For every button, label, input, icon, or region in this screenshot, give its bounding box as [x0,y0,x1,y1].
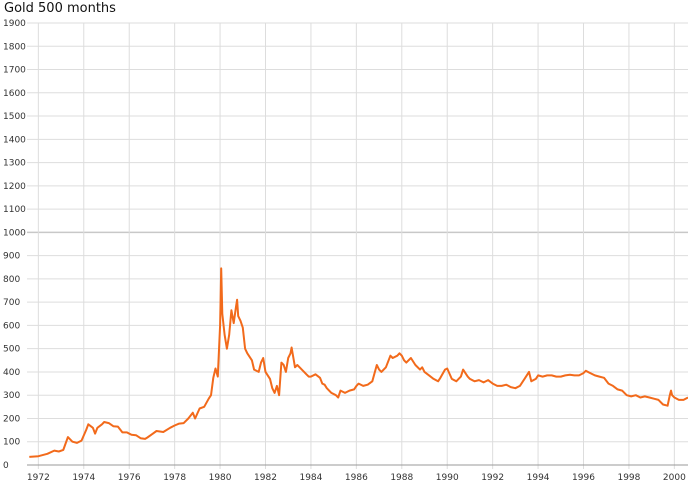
x-tick-label: 2000 [663,473,686,483]
x-tick-label: 1978 [163,473,186,483]
y-tick-label: 1700 [3,66,26,76]
x-tick-label: 1986 [345,473,368,483]
y-tick-label: 1000 [3,228,26,238]
y-tick-label: 1200 [3,182,26,192]
y-tick-label: 600 [3,321,20,331]
y-tick-label: 200 [3,414,20,424]
y-tick-label: 500 [3,345,20,355]
y-tick-label: 100 [3,438,20,448]
grid-lines [27,22,688,469]
y-tick-label: 1100 [3,205,26,215]
y-tick-label: 1900 [3,19,26,29]
y-tick-label: 1800 [3,42,26,52]
x-tick-label: 1990 [436,473,459,483]
y-axis-ticks: 0 100 200 300 400 500 600 700 800 900 1000 1100 1200… [3,19,26,471]
y-tick-label: 1600 [3,89,26,99]
x-axis-ticks: 1972 1974 1976 1978 1980 1982 1984 1986 1988 1990… [27,473,686,483]
chart-title: Gold 500 months [4,1,116,16]
x-tick-label: 1982 [254,473,277,483]
x-tick-label: 1976 [118,473,141,483]
x-tick-label: 1996 [572,473,595,483]
x-tick-label: 1994 [527,473,550,483]
y-tick-label: 0 [3,461,9,471]
y-tick-label: 700 [3,298,20,308]
y-tick-label: 1400 [3,135,26,145]
y-tick-label: 800 [3,275,20,285]
y-tick-label: 1300 [3,159,26,169]
x-tick-label: 1988 [390,473,413,483]
x-tick-label: 1984 [299,473,322,483]
gold-price-line [29,267,688,458]
y-tick-label: 1500 [3,112,26,122]
y-tick-label: 300 [3,391,20,401]
x-tick-label: 1980 [209,473,232,483]
y-tick-label: 400 [3,368,20,378]
x-tick-label: 1972 [27,473,50,483]
x-tick-label: 1992 [481,473,504,483]
y-tick-label: 900 [3,252,20,262]
x-tick-label: 1998 [617,473,640,483]
x-tick-label: 1974 [72,473,95,483]
